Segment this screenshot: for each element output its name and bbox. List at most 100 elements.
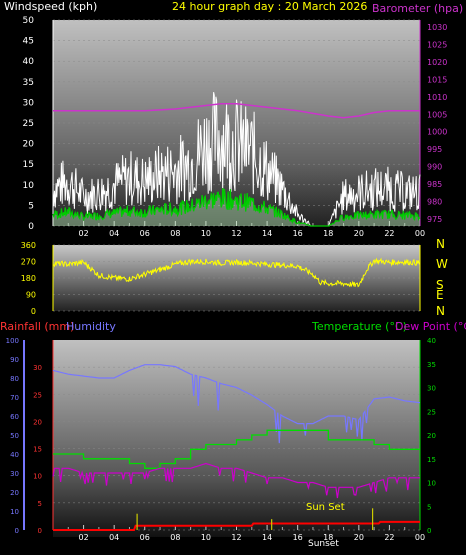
humidity-y-tick: 30	[10, 470, 19, 478]
windspeed-line	[52, 91, 421, 227]
wind-gust-fill	[53, 188, 420, 226]
barometer-line	[53, 103, 420, 119]
humidity-y-tick: 50	[10, 432, 19, 440]
wind-x-label: 02	[78, 229, 88, 238]
temp-x-label: 16	[293, 533, 303, 542]
temp-x-label: 06	[140, 533, 150, 542]
humidity-y-tick: 10	[10, 508, 19, 516]
temperature-axis-label: Temperature (°C)	[311, 320, 407, 333]
baro-y-tick: 1010	[427, 93, 447, 102]
temp-x-label: 22	[384, 533, 394, 542]
baro-y-tick: 1015	[427, 75, 447, 84]
baro-y-tick: 1005	[427, 110, 447, 119]
wind-y-tick: 15	[23, 160, 34, 170]
rain-y-tick: 5	[38, 500, 42, 508]
temp-x-label: 08	[170, 533, 180, 542]
dir-y-tick: 360	[21, 241, 36, 250]
wind-x-label: 20	[354, 229, 364, 238]
temp-x-label: 18	[323, 533, 333, 542]
humidity-y-tick: 100	[6, 337, 19, 345]
wind-x-label: 08	[170, 229, 180, 238]
compass-e: E	[436, 288, 444, 302]
compass-s: S	[436, 278, 444, 292]
temp-x-label: 12	[231, 533, 241, 542]
baro-y-tick: 995	[427, 145, 442, 154]
wind-x-label: 12	[231, 229, 241, 238]
temp-x-label: 04	[109, 533, 119, 542]
temp-y-tick: 40	[427, 337, 436, 345]
wind-y-tick: 30	[23, 98, 35, 108]
wind-x-label: 10	[201, 229, 211, 238]
sunset-tick-label: Sunset	[308, 539, 339, 549]
wind-x-label: 04	[109, 229, 119, 238]
wind-x-label: 22	[384, 229, 394, 238]
temp-x-label: 20	[354, 533, 364, 542]
temp-y-tick: 25	[427, 408, 436, 416]
temp-y-tick: 15	[427, 456, 436, 464]
temp-y-tick: 5	[427, 503, 431, 511]
baro-y-tick: 980	[427, 198, 442, 207]
dir-y-tick: 270	[21, 258, 36, 267]
dewpoint-line	[52, 462, 420, 499]
wind-x-label: 18	[323, 229, 333, 238]
humidity-axis-label: Humidity	[66, 320, 116, 333]
baro-y-tick: 1000	[427, 128, 447, 137]
rain-y-tick: 0	[38, 527, 42, 535]
wind-y-tick: 40	[23, 57, 35, 67]
temp-x-label: 10	[201, 533, 211, 542]
wind-y-tick: 0	[28, 222, 34, 232]
wind-direction-line	[52, 257, 421, 288]
rain-y-tick: 30	[33, 364, 42, 372]
humidity-y-tick: 0	[15, 527, 19, 535]
baro-y-tick: 1025	[427, 40, 447, 49]
humidity-y-tick: 70	[10, 394, 19, 402]
wind-y-tick: 10	[23, 181, 35, 191]
wind-y-tick: 50	[23, 16, 35, 26]
baro-y-tick: 985	[427, 180, 442, 189]
rain-y-tick: 20	[33, 418, 42, 426]
sun-set-label: Sun Set	[306, 502, 345, 513]
temp-y-tick: 0	[427, 527, 431, 535]
temp-panel	[53, 340, 420, 537]
humidity-y-tick: 60	[10, 413, 19, 421]
compass-n-bottom: N	[436, 304, 445, 318]
temp-y-tick: 35	[427, 361, 436, 369]
barometer-axis-label: Barometer (hpa)	[372, 2, 463, 15]
wind-x-label: 06	[140, 229, 150, 238]
humidity-y-tick: 90	[10, 356, 19, 364]
wind-y-tick: 20	[23, 140, 35, 150]
dir-y-tick: 90	[26, 291, 36, 300]
temperature-line	[53, 429, 420, 469]
dir-y-tick: 180	[21, 274, 36, 283]
temp-x-label: 02	[78, 533, 88, 542]
humidity-y-tick: 40	[10, 451, 19, 459]
wind-y-tick: 5	[28, 201, 34, 211]
temp-y-tick: 20	[427, 432, 436, 440]
rainfall-line	[53, 520, 420, 531]
temp-y-tick: 10	[427, 480, 436, 488]
windspeed-axis-label: Windspeed (kph)	[4, 0, 97, 13]
rain-y-tick: 25	[33, 391, 42, 399]
rainfall-axis-label: Rainfall (mm)	[0, 320, 74, 333]
wind-x-label: 14	[262, 229, 272, 238]
temp-x-label: 14	[262, 533, 272, 542]
humidity-line	[52, 364, 421, 444]
chart-title: 24 hour graph day : 20 March 2026	[172, 0, 367, 13]
wind-y-tick: 35	[23, 78, 34, 88]
rain-y-tick: 10	[33, 473, 42, 481]
humidity-y-tick: 80	[10, 375, 19, 383]
compass-n-top: N	[436, 237, 445, 251]
humidity-y-tick: 20	[10, 489, 19, 497]
compass-w: W	[436, 257, 448, 271]
wind-y-tick: 45	[23, 37, 34, 47]
wind-x-label: 16	[293, 229, 303, 238]
wind-y-tick: 25	[23, 119, 34, 129]
baro-y-tick: 1020	[427, 58, 447, 67]
rain-y-tick: 15	[33, 446, 42, 454]
dir-y-tick: 0	[31, 307, 36, 316]
baro-y-tick: 990	[427, 163, 442, 172]
dewpoint-axis-label: Dew Point (°C)	[395, 320, 466, 333]
baro-y-tick: 975	[427, 215, 442, 224]
